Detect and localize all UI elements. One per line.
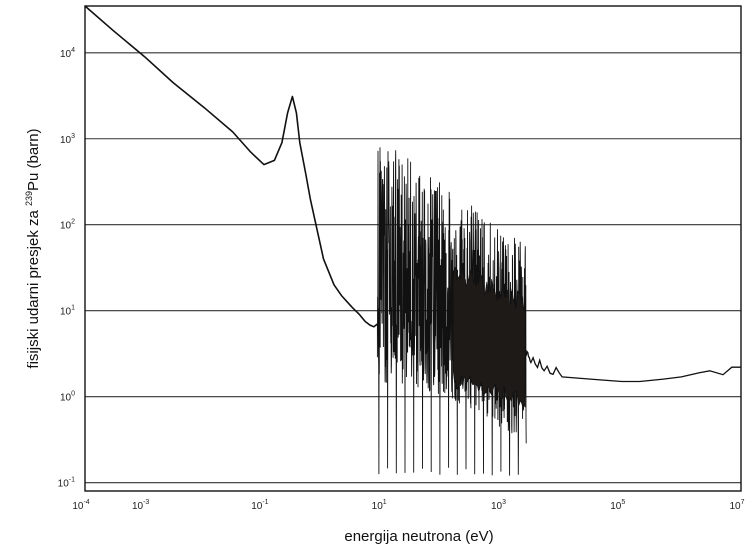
x-axis-label: energija neutrona (eV) <box>344 528 493 545</box>
y-tick-label: 103 <box>60 133 75 146</box>
y-tick-label: 10-1 <box>58 477 75 490</box>
resonance-band <box>453 267 526 408</box>
cross-section-curve <box>84 5 378 328</box>
y-axis-label-isotope-mass: 239 <box>24 191 34 206</box>
y-axis-label-suffix: (barn) <box>25 128 42 172</box>
x-tick-label: 10-3 <box>132 499 149 512</box>
y-axis-label-isotope-symbol: Pu <box>25 173 42 191</box>
x-tick-label: 103 <box>491 499 506 512</box>
high-energy-tail <box>525 349 741 383</box>
x-tick-label: 101 <box>372 499 387 512</box>
curve-layer <box>84 5 741 476</box>
y-axis-label: fisijski udarni presjek za 239Pu (barn) <box>24 128 42 368</box>
x-tick-label: 10-1 <box>251 499 268 512</box>
x-tick-label: 107 <box>729 499 744 512</box>
y-axis-label-prefix: fisijski udarni presjek za <box>25 206 42 369</box>
tick-labels: 10-1 100 101 102 103 104 10-4 10-3 10-1 101 103 105… <box>58 47 745 512</box>
y-tick-label: 102 <box>60 219 75 232</box>
y-tick-label: 101 <box>60 305 75 318</box>
x-tick-label: 105 <box>610 499 625 512</box>
plot-frame <box>84 5 742 492</box>
x-tick-label: 10-4 <box>72 499 89 512</box>
y-tick-label: 104 <box>60 47 75 60</box>
y-tick-label: 100 <box>60 391 75 404</box>
